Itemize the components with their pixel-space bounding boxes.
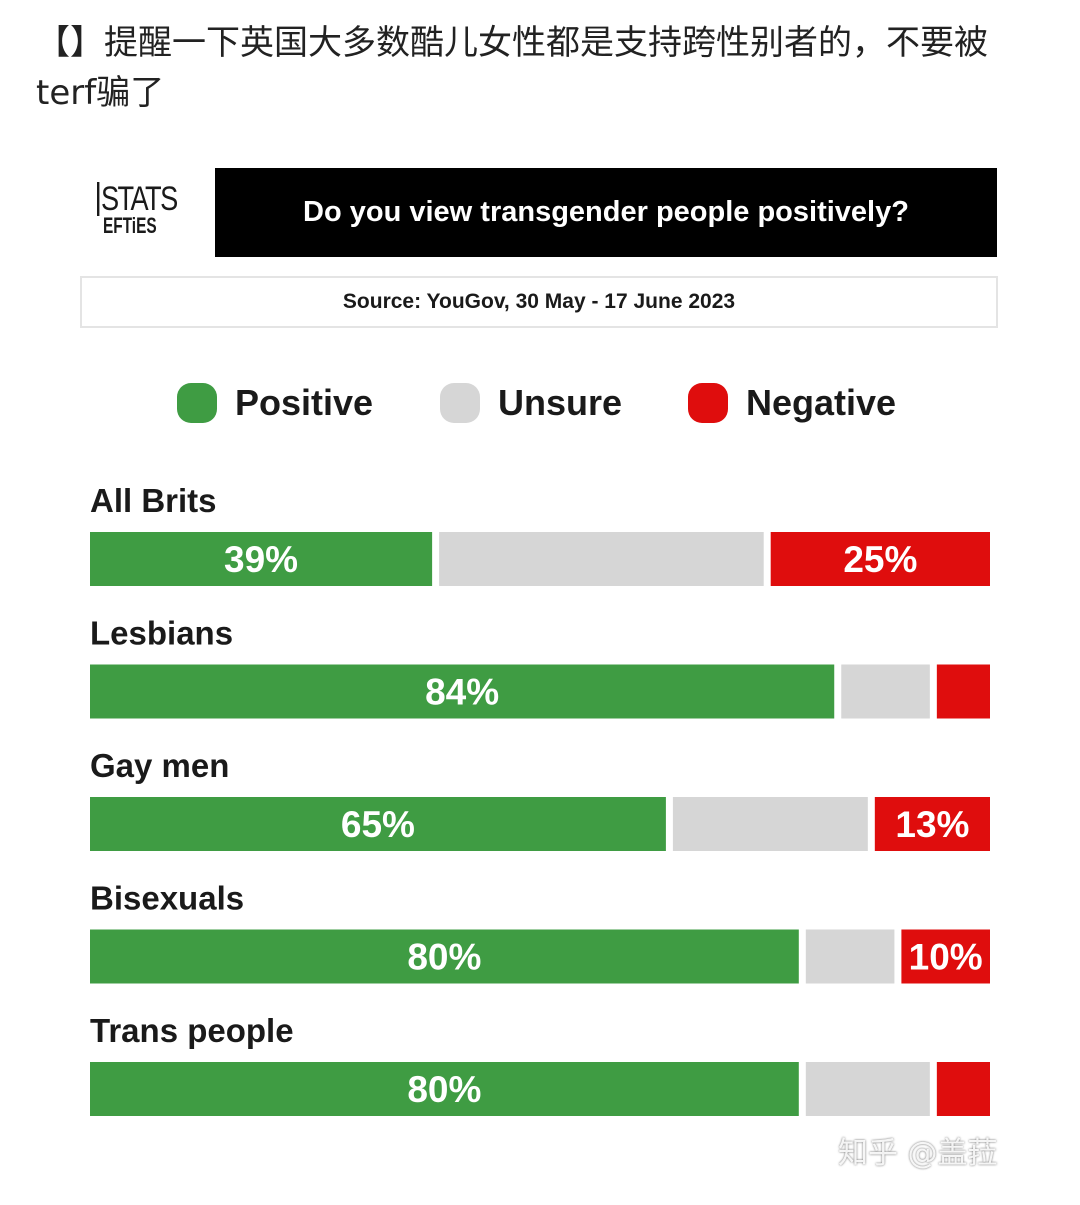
data-label: 80%: [407, 1069, 481, 1110]
bar-segment-positive: [90, 664, 835, 719]
data-label: 84%: [425, 672, 499, 713]
category-label: All Brits: [90, 482, 217, 519]
legend-item-unsure: Unsure: [440, 382, 623, 423]
legend-item-negative: Negative: [688, 382, 897, 423]
chart-title-banner: Do you view transgender people positivel…: [215, 168, 997, 257]
bar-segment-negative: [770, 532, 990, 586]
bar-segment-negative: [936, 1062, 990, 1116]
bar-segment-unsure: [805, 1062, 930, 1116]
stats-for-lefties-logo: STATS EFTiES: [97, 182, 187, 244]
bar-segment-positive: [90, 532, 433, 586]
legend-item-positive: Positive: [177, 382, 374, 423]
bar-segment-negative: [874, 797, 990, 851]
category-label: Bisexuals: [90, 880, 244, 917]
bar-segment-unsure: [672, 797, 868, 851]
data-label: 65%: [341, 804, 415, 845]
source-box: Source: YouGov, 30 May - 17 June 2023: [80, 276, 998, 328]
bar-segment-unsure: [805, 929, 895, 984]
logo-line-1: STATS: [97, 182, 178, 216]
legend-label-negative: Negative: [746, 382, 897, 423]
legend-swatch-positive: [177, 383, 217, 423]
data-label: 13%: [895, 804, 969, 845]
legend-label-unsure: Unsure: [498, 382, 623, 423]
category-label: Gay men: [90, 747, 229, 784]
bar-segment-negative: [936, 664, 990, 719]
bar-segment-unsure: [841, 664, 930, 719]
chart-title: Do you view transgender people positivel…: [303, 196, 909, 228]
category-label: Lesbians: [90, 615, 233, 652]
post-text: 【】提醒一下英国大多数酷儿女性都是支持跨性别者的，不要被terf骗了: [36, 23, 988, 113]
data-label: 80%: [407, 937, 481, 978]
legend-label-positive: Positive: [235, 382, 374, 423]
data-label: 39%: [224, 539, 298, 580]
legend-swatch-unsure: [440, 383, 480, 423]
category-label: Trans people: [90, 1012, 294, 1049]
chart-source: Source: YouGov, 30 May - 17 June 2023: [342, 290, 736, 313]
bar-segment-positive: [90, 1062, 799, 1116]
bar-segment-positive: [90, 929, 799, 984]
bar-segment-negative: [901, 929, 990, 984]
bar-segment-unsure: [439, 532, 764, 586]
data-label: 25%: [843, 539, 917, 580]
bar-segment-positive: [90, 797, 666, 851]
zhihu-watermark: 知乎 @盖菈: [838, 1136, 998, 1171]
data-label: 10%: [909, 937, 983, 978]
legend-swatch-negative: [688, 383, 728, 423]
logo-line-2: EFTiES: [103, 213, 157, 238]
